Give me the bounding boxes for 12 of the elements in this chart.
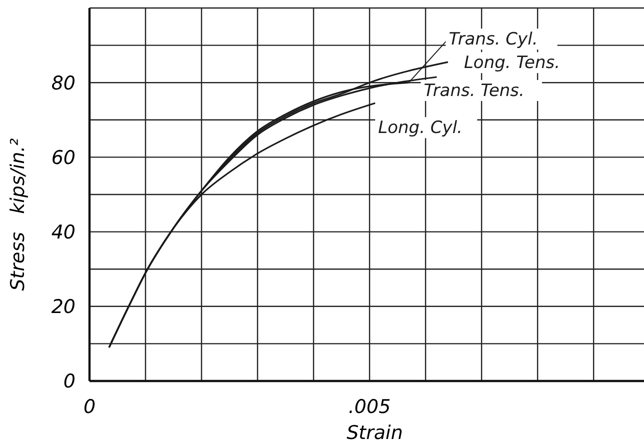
y-tick-label: 0 — [63, 370, 76, 393]
y-tick-label: 40 — [51, 221, 76, 244]
series-label: Long. Tens. — [464, 53, 560, 74]
y-axis-title: Stress kips/in.² — [7, 138, 29, 291]
series-label: Long. Cyl. — [378, 118, 462, 138]
y-tick-label: 80 — [51, 72, 76, 94]
series-label: Trans. Tens. — [424, 81, 524, 102]
x-axis-title: Strain — [346, 422, 403, 444]
x-tick-label: .005 — [348, 396, 391, 418]
text: Trans. Cyl. — [448, 30, 538, 50]
y-tick-label: 60 — [51, 146, 76, 169]
y-tick-label: 20 — [51, 296, 76, 318]
